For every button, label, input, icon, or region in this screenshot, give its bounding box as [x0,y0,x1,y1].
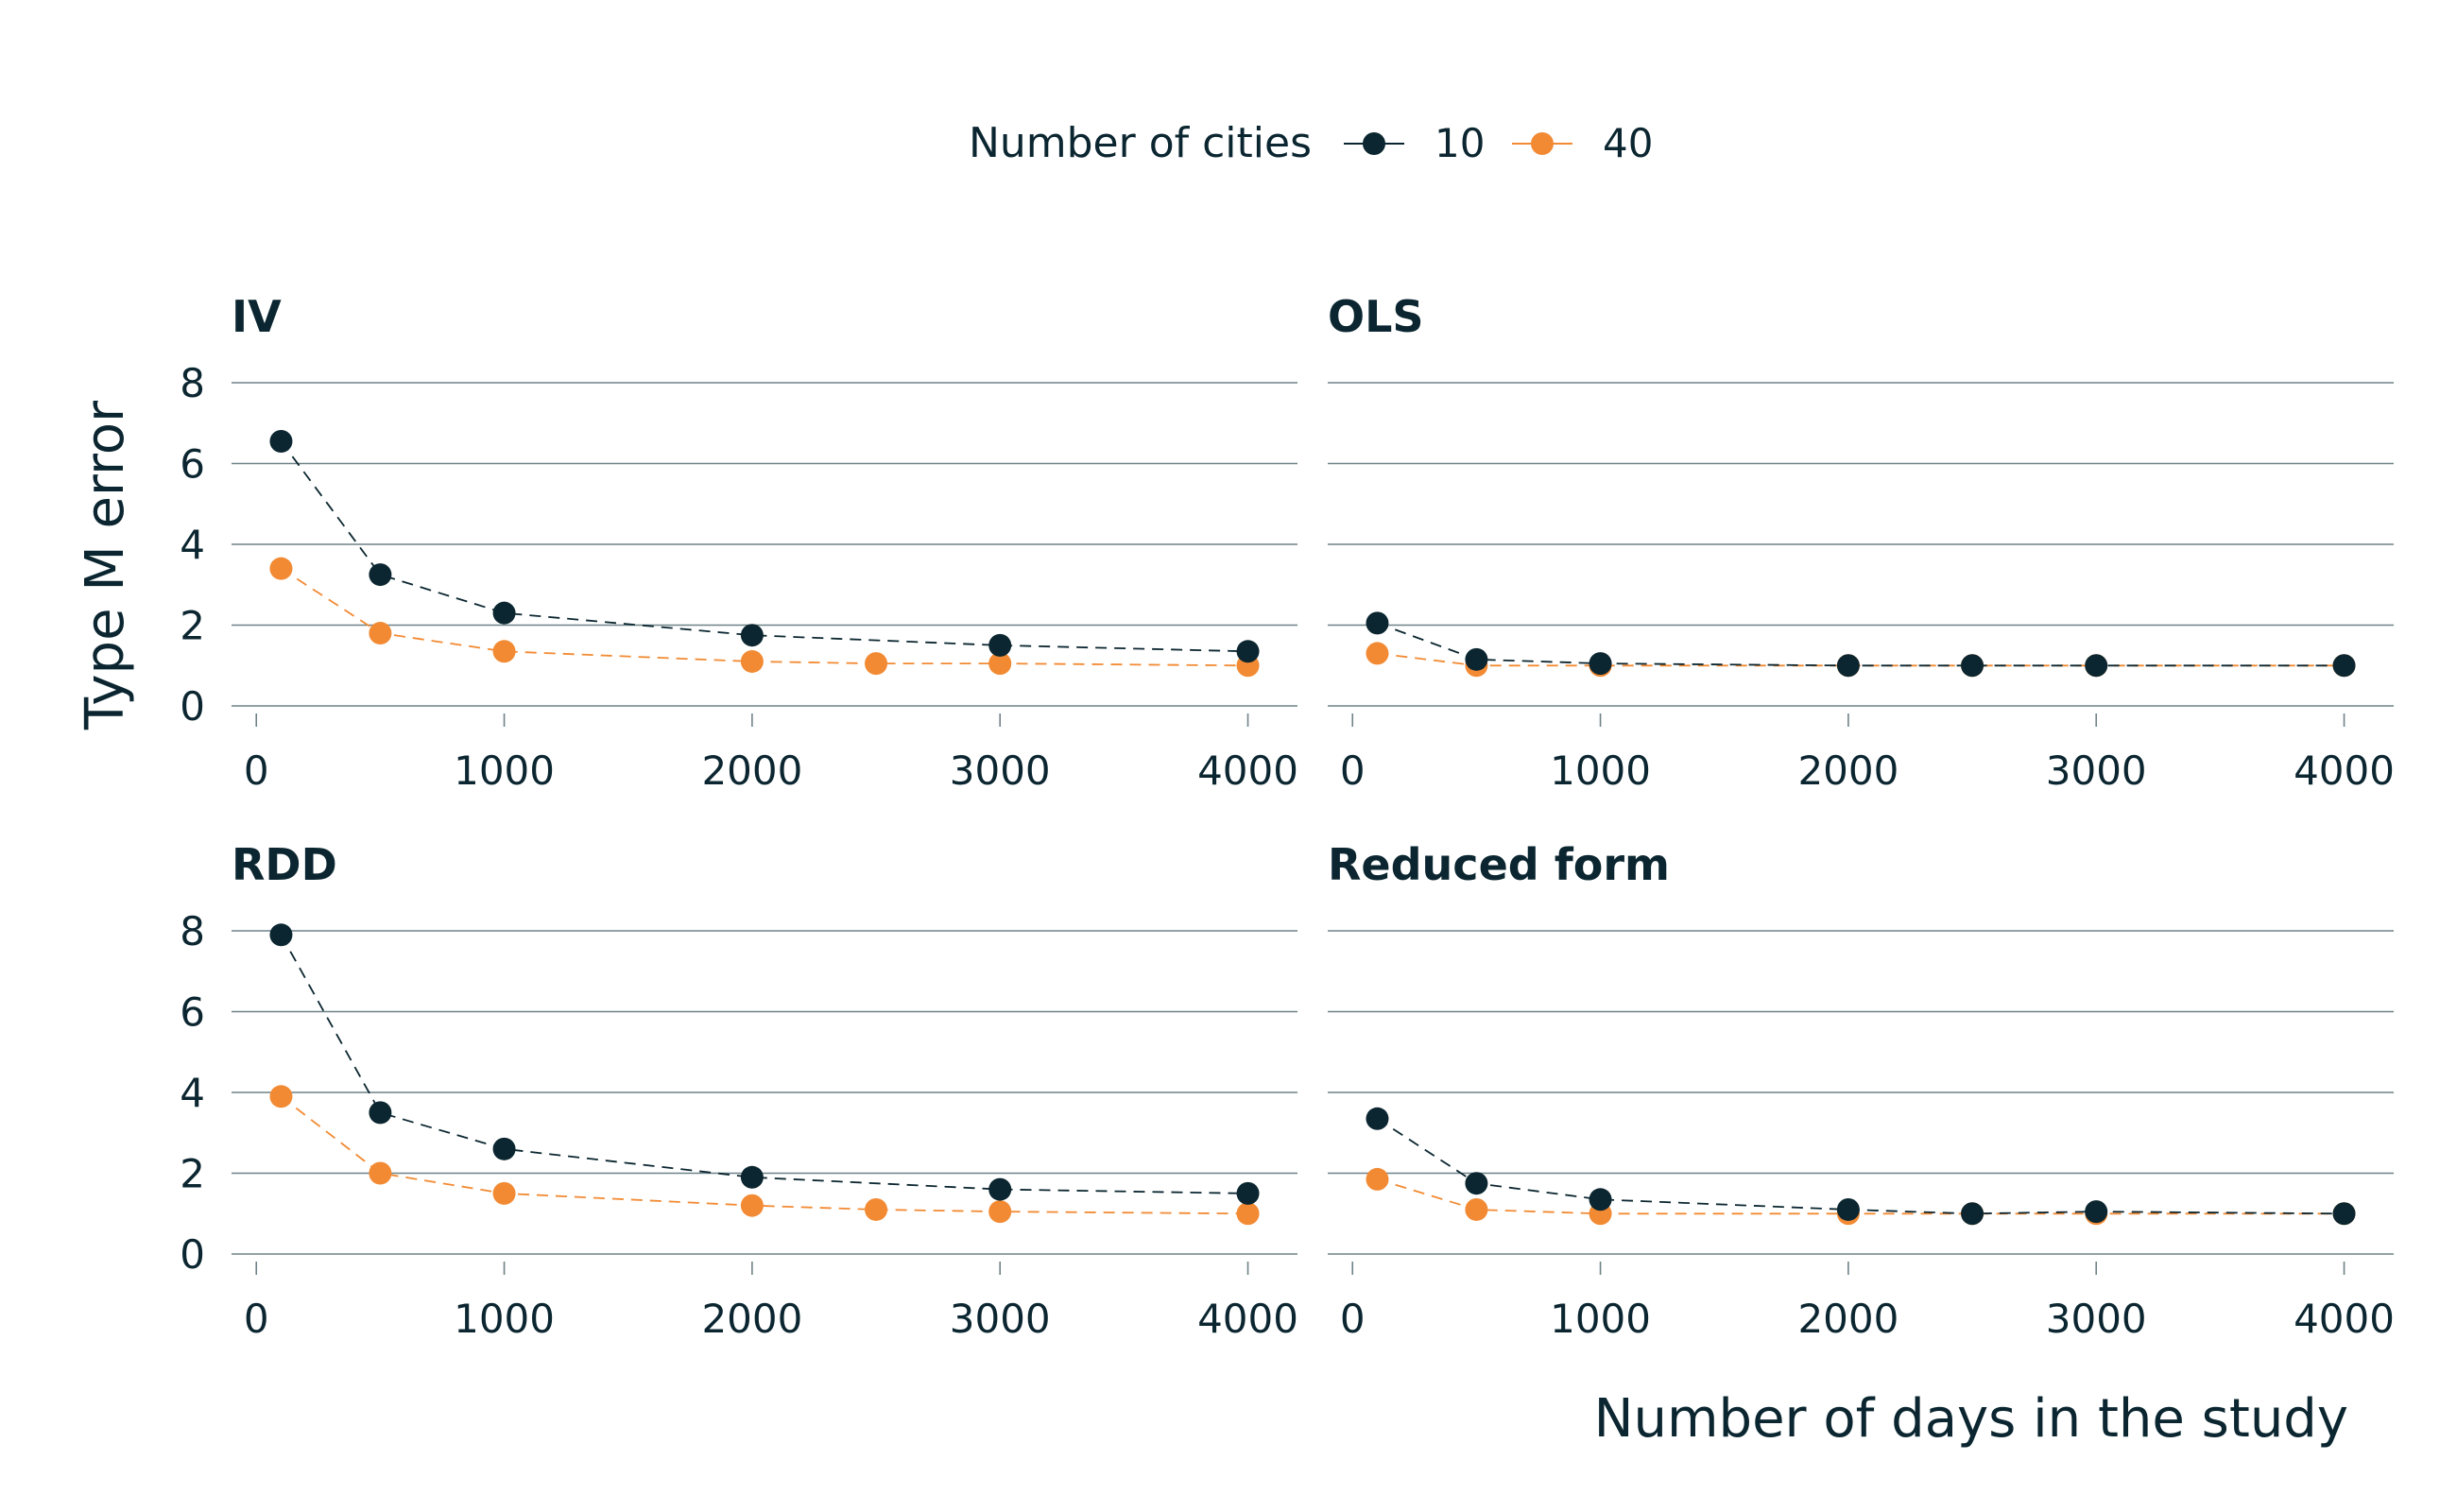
y-tick-label: 0 [180,683,205,730]
panel-rdd: RDD 0 2 4 6 8 0 1000 2000 3000 4000 [180,839,1298,1342]
x-tick-label: 2000 [1797,1296,1899,1342]
panel-iv: IV 0 2 4 6 8 0 1000 2000 3000 4000 [180,291,1298,794]
data-point-10 [1836,654,1860,678]
x-tick-label: 2000 [701,747,802,794]
x-tick-label: 1000 [454,1296,555,1342]
data-point-40 [369,1161,392,1185]
x-tick-label: 2000 [701,1296,802,1342]
legend-entry-40: 40 [1512,120,1653,166]
panel-reduced-form: Reduced form 0 1000 2000 3000 4000 [1328,839,2395,1342]
data-point-10 [740,1165,764,1189]
x-tick-label: 3000 [950,1296,1051,1342]
panel-title: RDD [232,839,337,890]
y-tick-label: 6 [180,441,205,488]
data-point-10 [1589,652,1612,676]
x-tick-label: 0 [244,1296,269,1342]
data-point-40 [1236,1202,1260,1226]
data-point-10 [1589,1188,1612,1211]
y-tick-label: 2 [180,1151,205,1197]
data-point-40 [988,1200,1012,1224]
data-point-10 [740,624,764,647]
x-tick-label: 0 [1340,1296,1366,1342]
series-line-10 [280,934,1248,1194]
x-axis-title: Number of days in the study [1594,1388,2348,1450]
series-line-40 [1377,652,2345,667]
series-line-40 [281,567,1248,667]
legend-title: Number of cities [969,119,1312,167]
data-point-10 [2332,1202,2356,1226]
x-tick-label: 3000 [2046,1296,2147,1342]
data-point-10 [369,1101,392,1125]
series-line-40 [1377,1178,2345,1215]
y-tick-label: 4 [180,522,205,568]
data-point-10 [1961,1202,1984,1226]
data-point-40 [988,652,1012,676]
x-tick-label: 0 [1340,747,1366,794]
x-tick-label: 4000 [1197,1296,1298,1342]
x-tick-label: 4000 [2294,747,2395,794]
legend-label-10: 10 [1435,120,1485,166]
data-point-40 [492,1181,516,1205]
data-point-10 [988,1177,1012,1201]
data-point-10 [269,429,293,453]
panel-title: Reduced form [1328,839,1670,890]
data-point-40 [740,1194,764,1217]
legend: Number of cities 10 40 [969,119,1653,167]
data-point-10 [1465,1172,1488,1195]
data-point-40 [269,1085,293,1108]
data-point-10 [1836,1197,1860,1221]
series-line-40 [280,1095,1248,1215]
series-line-10 [1377,622,2345,667]
data-point-40 [1366,1167,1389,1191]
x-tick-label: 0 [244,747,269,794]
data-point-10 [2085,654,2108,678]
y-tick-label: 0 [180,1231,205,1278]
data-point-10 [1961,654,1984,678]
y-tick-label: 2 [180,603,205,649]
data-point-10 [492,601,516,625]
legend-entry-10: 10 [1344,120,1485,166]
y-tick-label: 4 [180,1070,205,1116]
data-point-10 [1236,1181,1260,1205]
panel-title: OLS [1328,291,1424,342]
panel-ols: OLS 0 1000 2000 3000 4000 [1328,291,2395,794]
y-tick-label: 6 [180,989,205,1036]
data-point-10 [2085,1200,2108,1224]
series-line-10 [1377,1118,2345,1215]
data-point-10 [369,563,392,587]
data-point-40 [865,652,888,676]
y-axis-title: Type M error [75,400,136,730]
data-point-10 [988,633,1012,657]
x-tick-label: 1000 [1550,747,1651,794]
x-tick-label: 1000 [454,747,555,794]
data-point-10 [1366,611,1389,635]
data-point-40 [369,622,392,645]
x-tick-label: 3000 [950,747,1051,794]
data-point-10 [492,1137,516,1160]
x-tick-label: 4000 [2294,1296,2395,1342]
data-point-40 [1465,1197,1488,1221]
data-point-40 [1366,642,1389,665]
x-tick-label: 1000 [1550,1296,1651,1342]
x-tick-label: 2000 [1797,747,1899,794]
data-point-10 [1465,647,1488,671]
legend-marker-10 [1363,132,1385,155]
legend-marker-40 [1531,132,1554,155]
panel-title: IV [232,291,282,342]
series-line-10 [280,440,1248,653]
data-point-10 [1366,1107,1389,1130]
data-point-40 [740,649,764,673]
y-tick-label: 8 [180,908,205,954]
x-tick-label: 4000 [1197,747,1298,794]
data-point-10 [2332,654,2356,678]
data-point-10 [1236,640,1260,663]
data-point-40 [492,640,516,663]
legend-label-40: 40 [1603,120,1653,166]
data-point-40 [269,557,293,580]
data-point-10 [269,923,293,947]
y-tick-label: 8 [180,360,205,406]
x-tick-label: 3000 [2046,747,2147,794]
data-point-40 [865,1197,888,1221]
